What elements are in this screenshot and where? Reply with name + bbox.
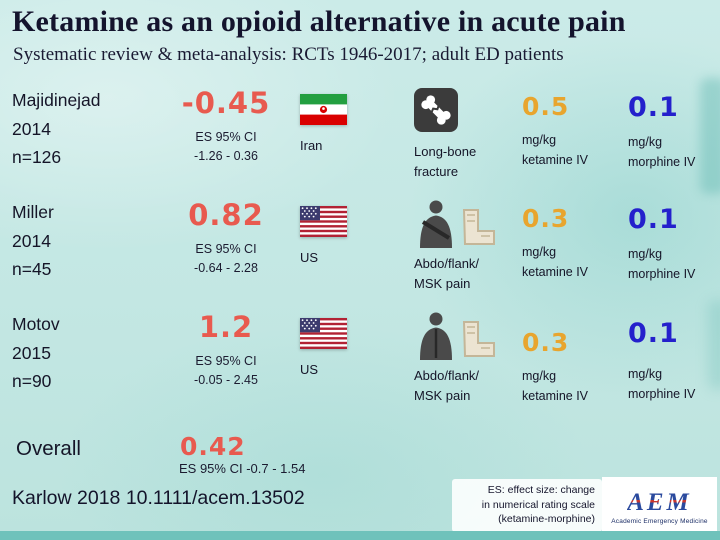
country-label: Iran	[300, 138, 323, 153]
aem-logo: AEM Academic Emergency Medicine	[602, 477, 717, 535]
morphine-dose-column: 0.1 mg/kg morphine IV	[628, 92, 718, 172]
ketamine-route: ketamine IV	[522, 264, 589, 279]
study-row-miller: Miller 2014 n=45 0.82 ES 95% CI -0.64 - …	[0, 198, 720, 308]
morphine-dose-column: 0.1 mg/kg morphine IV	[628, 318, 718, 404]
overall-effect-size: 0.42	[180, 432, 246, 461]
dose-unit: mg/kg	[522, 133, 557, 147]
ci-label: ES 95% CI	[195, 130, 257, 144]
study-row-motov: Motov 2015 n=90 1.2 ES 95% CI -0.05 - 2.…	[0, 310, 720, 420]
bottom-accent-bar	[0, 531, 720, 540]
ci-value: -0.05 - 2.45	[194, 373, 258, 387]
morphine-route: morphine IV	[628, 154, 696, 169]
study-author: Miller	[12, 202, 54, 222]
ketamine-route: ketamine IV	[522, 388, 589, 403]
study-id: Motov 2015 n=90	[12, 310, 162, 396]
study-n: n=45	[12, 259, 52, 279]
ketamine-dose-column: 0.3 mg/kg ketamine IV	[522, 328, 620, 406]
country-label: US	[300, 362, 319, 377]
ketamine-dose-value: 0.5	[522, 92, 570, 121]
dose-unit: mg/kg	[628, 247, 663, 261]
condition-label: MSK pain	[414, 387, 471, 403]
overall-ci: ES 95% CI -0.7 - 1.54	[179, 461, 306, 476]
study-year: 2014	[12, 230, 51, 251]
aem-logo-text: AEM	[627, 489, 692, 516]
condition-label: Abdo/flank/	[414, 368, 480, 383]
country-column: US	[300, 318, 366, 377]
page-title: Ketamine as an opioid alternative in acu…	[12, 5, 626, 38]
effect-size-column: 0.82 ES 95% CI -0.64 - 2.28	[166, 198, 286, 278]
ci-value: -0.64 - 2.28	[194, 261, 258, 275]
morphine-dose-column: 0.1 mg/kg morphine IV	[628, 204, 718, 284]
effect-size-note: ES: effect size: change in numerical rat…	[452, 479, 602, 532]
ketamine-dose-value: 0.3	[522, 204, 570, 233]
effect-size-value: -0.45	[181, 86, 271, 120]
ci-value: -1.26 - 0.36	[194, 149, 258, 163]
condition-label: fracture	[414, 163, 459, 179]
effect-size-value: 1.2	[198, 310, 254, 344]
ketamine-route: ketamine IV	[522, 152, 589, 167]
study-n: n=126	[12, 147, 62, 167]
condition-label: Abdo/flank/	[414, 256, 480, 271]
study-row-majidinejad: Majidinejad 2014 n=126 -0.45 ES 95% CI -…	[0, 86, 720, 196]
long-bone-fracture-icon	[414, 88, 522, 136]
study-author: Majidinejad	[12, 90, 101, 110]
dose-unit: mg/kg	[522, 245, 557, 259]
condition-column: Abdo/flank/ MSK pain	[414, 312, 522, 405]
note-line: in numerical rating scale	[481, 498, 595, 511]
aem-logo-subtitle: Academic Emergency Medicine	[611, 518, 708, 525]
watercolor-texture	[700, 78, 720, 194]
page-subtitle: Systematic review & meta-analysis: RCTs …	[13, 44, 564, 65]
note-line: ES: effect size: change	[487, 484, 595, 496]
study-n: n=90	[12, 371, 52, 391]
effect-size-value: 0.82	[188, 198, 264, 232]
effect-size-column: 1.2 ES 95% CI -0.05 - 2.45	[166, 310, 286, 390]
condition-column: Long-bone fracture	[414, 88, 522, 181]
morphine-route: morphine IV	[628, 266, 696, 281]
condition-label: Long-bone	[414, 144, 477, 159]
ketamine-dose-value: 0.3	[522, 328, 570, 357]
citation: Karlow 2018 10.1111/acem.13502	[12, 487, 305, 509]
us-flag-icon	[300, 318, 366, 349]
condition-label: MSK pain	[414, 275, 471, 291]
overall-label: Overall	[16, 437, 81, 460]
msk-pain-icon	[414, 200, 522, 248]
morphine-dose-value: 0.1	[628, 318, 679, 349]
iran-flag-icon	[300, 94, 366, 125]
ketamine-dose-column: 0.5 mg/kg ketamine IV	[522, 92, 620, 170]
morphine-route: morphine IV	[628, 386, 696, 401]
condition-column: Abdo/flank/ MSK pain	[414, 200, 522, 293]
ci-label: ES 95% CI	[195, 242, 257, 256]
ketamine-dose-column: 0.3 mg/kg ketamine IV	[522, 204, 620, 282]
dose-unit: mg/kg	[522, 369, 557, 383]
study-year: 2015	[12, 342, 51, 363]
us-flag-icon	[300, 206, 366, 237]
msk-pain-icon	[414, 312, 522, 360]
morphine-dose-value: 0.1	[628, 92, 679, 123]
watercolor-texture	[708, 300, 720, 390]
study-author: Motov	[12, 314, 60, 334]
overall-row: Overall 0.42 ES 95% CI -0.7 - 1.54	[0, 432, 720, 482]
country-column: US	[300, 206, 366, 265]
effect-size-column: -0.45 ES 95% CI -1.26 - 0.36	[166, 86, 286, 166]
country-column: Iran	[300, 94, 366, 153]
note-line: (ketamine-morphine)	[498, 513, 595, 525]
morphine-dose-value: 0.1	[628, 204, 679, 235]
dose-unit: mg/kg	[628, 135, 663, 149]
ci-label: ES 95% CI	[195, 354, 257, 368]
country-label: US	[300, 250, 319, 265]
study-id: Majidinejad 2014 n=126	[12, 86, 162, 172]
study-id: Miller 2014 n=45	[12, 198, 162, 284]
study-year: 2014	[12, 118, 51, 139]
dose-unit: mg/kg	[628, 367, 663, 381]
